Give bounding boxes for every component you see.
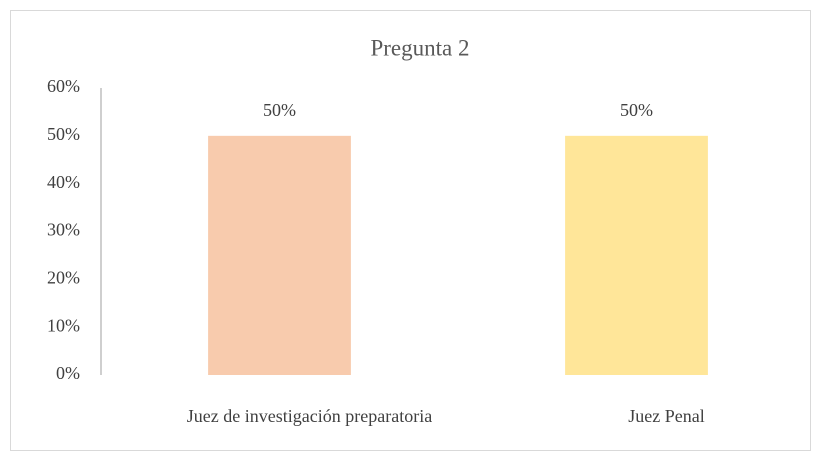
x-tick-label: Juez de investigación preparatoria (187, 406, 432, 426)
y-tick-label: 40% (47, 172, 80, 192)
y-tick-label: 50% (47, 124, 80, 144)
x-tick-label: Juez Penal (628, 406, 704, 426)
y-tick-label: 0% (56, 363, 80, 383)
y-tick-label: 60% (47, 76, 80, 96)
y-tick-label: 20% (47, 267, 80, 287)
chart-title: Pregunta 2 (370, 35, 469, 60)
data-label: 50% (620, 100, 653, 120)
bar (565, 135, 708, 375)
data-label: 50% (263, 100, 296, 120)
y-tick-label: 10% (47, 315, 80, 335)
y-tick-label: 30% (47, 220, 80, 240)
bar (208, 135, 351, 375)
